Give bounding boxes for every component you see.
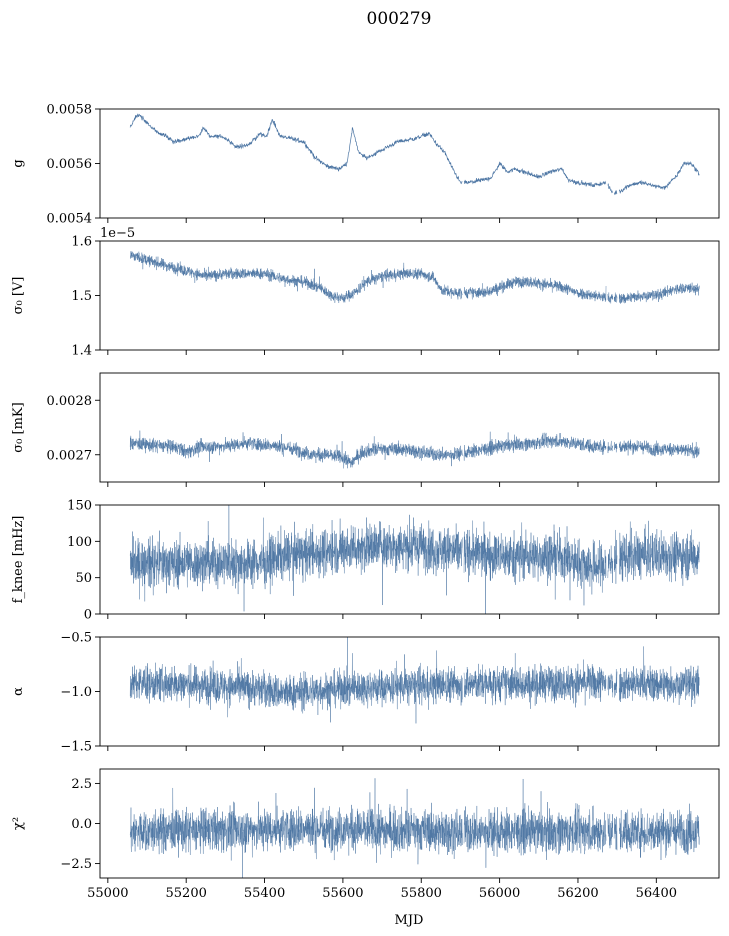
x-tick-label: 55800 — [401, 886, 442, 901]
figure-title: 000279 — [367, 9, 432, 29]
y-axis-label: χ² — [11, 817, 26, 830]
series-line-fknee — [129, 505, 700, 614]
x-axis-label: MJD — [395, 913, 424, 928]
x-tick-label: 56000 — [479, 886, 520, 901]
axes-frame — [99, 636, 720, 747]
y-tick-label: −2.5 — [60, 857, 92, 872]
y-tick-label: 0.0 — [71, 817, 92, 832]
series-line-alpha — [129, 637, 700, 724]
x-tick-label: 55000 — [87, 886, 128, 901]
y-axis-label: σ₀ [mK] — [11, 402, 26, 452]
axes-frame — [99, 108, 720, 219]
y-tick-label: 150 — [67, 499, 92, 514]
offset-text: 1e−5 — [100, 226, 135, 241]
axes-frame — [99, 372, 720, 483]
y-axis-label: α — [11, 687, 26, 696]
y-tick-label: 0.0056 — [47, 157, 93, 172]
x-tick-label: 56200 — [557, 886, 598, 901]
y-tick-label: 1.4 — [71, 344, 92, 359]
panel-alpha: −1.5 −1.0 −0.5 α — [11, 631, 720, 755]
series-line-sigma0-volts — [129, 251, 700, 304]
y-tick-label: 0.0028 — [47, 394, 93, 409]
x-tick-label: 55200 — [166, 886, 207, 901]
series-line-sigma0-mk — [129, 430, 700, 469]
x-tick-label: 55600 — [322, 886, 363, 901]
axes-frame — [99, 504, 720, 615]
y-tick-label: 0.0054 — [47, 212, 93, 227]
panel-g: 0.0054 0.0056 0.0058 g — [11, 103, 720, 227]
y-tick-label: −0.5 — [60, 631, 92, 646]
y-tick-label: −1.0 — [60, 685, 92, 700]
y-tick-label: −1.5 — [60, 740, 92, 755]
y-tick-label: 0 — [84, 608, 92, 623]
panel-sigma0-volts: 1.4 1.5 1.6 σ₀ [V] 1e−5 — [11, 226, 720, 359]
y-tick-label: 50 — [75, 571, 92, 586]
x-tick-label: 55400 — [244, 886, 285, 901]
y-tick-label: 2.5 — [71, 777, 92, 792]
panel-chi2: −2.5 0.0 2.5 55000 55200 55400 55600 55800 56000… — [11, 768, 720, 901]
series-line-chi2 — [129, 778, 700, 878]
x-tick-label: 56400 — [636, 886, 677, 901]
y-tick-label: 0.0027 — [47, 448, 93, 463]
y-tick-label: 0.0058 — [47, 103, 93, 118]
panel-sigma0-mk: 0.0027 0.0028 σ₀ [mK] — [11, 372, 720, 487]
y-axis-label: g — [11, 159, 26, 167]
y-tick-label: 1.6 — [71, 235, 92, 250]
axes-frame — [99, 240, 720, 351]
series-line-g — [129, 113, 700, 196]
y-axis-label: f_knee [mHz] — [11, 516, 26, 604]
y-axis-label: σ₀ [V] — [11, 277, 26, 315]
panel-fknee: 0 50 100 150 f_knee [mHz] — [11, 499, 720, 623]
y-tick-label: 100 — [67, 535, 92, 550]
y-tick-label: 1.5 — [71, 289, 92, 304]
